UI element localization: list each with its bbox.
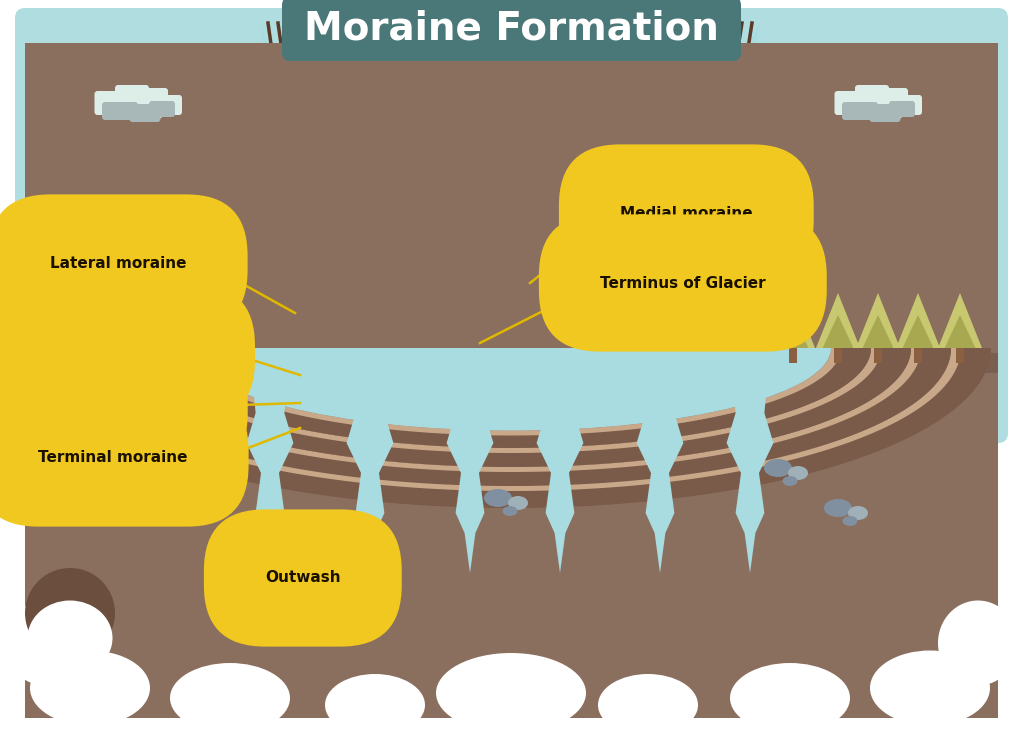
Polygon shape	[25, 463, 998, 718]
Polygon shape	[112, 348, 911, 467]
Ellipse shape	[261, 203, 761, 503]
Polygon shape	[125, 315, 155, 348]
FancyBboxPatch shape	[870, 104, 900, 122]
Polygon shape	[25, 353, 998, 718]
Polygon shape	[38, 293, 82, 348]
Text: Terminal moraine: Terminal moraine	[38, 450, 187, 466]
Polygon shape	[862, 315, 893, 348]
Polygon shape	[96, 348, 104, 363]
Text: Lateral moraine: Lateral moraine	[50, 256, 186, 270]
Text: Outwash: Outwash	[265, 571, 341, 585]
Polygon shape	[85, 315, 116, 348]
Polygon shape	[480, 293, 560, 373]
Polygon shape	[447, 373, 493, 573]
Polygon shape	[779, 233, 808, 268]
Polygon shape	[822, 315, 853, 348]
Polygon shape	[151, 348, 871, 448]
Polygon shape	[390, 43, 632, 373]
Polygon shape	[45, 315, 76, 348]
Polygon shape	[81, 353, 941, 487]
Polygon shape	[856, 293, 900, 348]
Polygon shape	[944, 315, 975, 348]
Polygon shape	[482, 43, 540, 108]
Polygon shape	[60, 103, 340, 368]
Polygon shape	[211, 353, 811, 423]
Polygon shape	[663, 283, 783, 368]
Polygon shape	[957, 348, 964, 363]
FancyBboxPatch shape	[835, 91, 876, 115]
FancyBboxPatch shape	[894, 95, 922, 115]
Polygon shape	[789, 348, 797, 363]
Polygon shape	[440, 268, 540, 373]
Polygon shape	[25, 348, 998, 718]
Polygon shape	[121, 353, 901, 467]
Polygon shape	[211, 353, 811, 426]
Polygon shape	[136, 348, 144, 363]
Polygon shape	[115, 233, 145, 268]
Ellipse shape	[938, 600, 1018, 686]
Polygon shape	[25, 243, 998, 353]
Polygon shape	[938, 293, 982, 348]
Polygon shape	[78, 293, 122, 348]
Polygon shape	[557, 228, 573, 243]
Polygon shape	[170, 315, 201, 348]
Ellipse shape	[870, 651, 990, 725]
Polygon shape	[181, 348, 189, 363]
Polygon shape	[580, 23, 760, 348]
Polygon shape	[208, 293, 252, 348]
Polygon shape	[914, 348, 922, 363]
Polygon shape	[808, 153, 833, 173]
Polygon shape	[175, 103, 225, 153]
FancyBboxPatch shape	[94, 91, 135, 115]
Ellipse shape	[824, 499, 852, 517]
Polygon shape	[51, 353, 971, 503]
Ellipse shape	[191, 265, 831, 430]
Polygon shape	[226, 348, 234, 363]
Polygon shape	[816, 293, 860, 348]
Polygon shape	[247, 373, 294, 573]
Polygon shape	[537, 373, 583, 573]
Polygon shape	[101, 348, 921, 472]
Polygon shape	[181, 348, 841, 435]
Ellipse shape	[170, 663, 290, 733]
Polygon shape	[834, 348, 842, 363]
Ellipse shape	[25, 568, 115, 658]
Polygon shape	[163, 293, 207, 348]
Polygon shape	[205, 243, 235, 278]
Ellipse shape	[30, 651, 150, 725]
Polygon shape	[400, 188, 510, 373]
Ellipse shape	[502, 506, 518, 516]
Polygon shape	[713, 233, 873, 368]
Ellipse shape	[325, 674, 425, 736]
Polygon shape	[261, 353, 761, 493]
Polygon shape	[131, 353, 891, 462]
Polygon shape	[50, 233, 210, 368]
FancyBboxPatch shape	[117, 96, 163, 118]
Polygon shape	[171, 353, 851, 443]
FancyBboxPatch shape	[102, 102, 138, 120]
Ellipse shape	[508, 496, 528, 510]
Text: Moraine Formation: Moraine Formation	[304, 9, 718, 47]
Polygon shape	[215, 315, 246, 348]
Polygon shape	[777, 315, 808, 348]
Polygon shape	[447, 228, 463, 243]
FancyBboxPatch shape	[872, 88, 908, 110]
Polygon shape	[798, 103, 848, 153]
FancyBboxPatch shape	[889, 101, 915, 117]
Ellipse shape	[5, 600, 85, 686]
Polygon shape	[25, 343, 998, 373]
Polygon shape	[771, 293, 815, 348]
Ellipse shape	[843, 516, 857, 526]
FancyBboxPatch shape	[130, 104, 161, 122]
Polygon shape	[902, 315, 933, 348]
Ellipse shape	[484, 489, 512, 507]
Polygon shape	[191, 258, 831, 348]
Ellipse shape	[211, 281, 811, 426]
Text: Recessial moraine: Recessial moraine	[38, 345, 194, 360]
FancyBboxPatch shape	[857, 96, 903, 118]
FancyBboxPatch shape	[15, 8, 1008, 443]
FancyBboxPatch shape	[154, 95, 182, 115]
Polygon shape	[260, 23, 385, 348]
Ellipse shape	[783, 476, 798, 486]
